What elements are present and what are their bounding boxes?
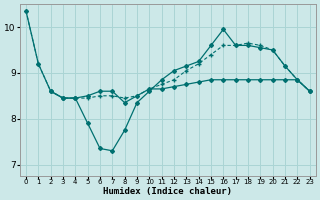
X-axis label: Humidex (Indice chaleur): Humidex (Indice chaleur) xyxy=(103,187,232,196)
